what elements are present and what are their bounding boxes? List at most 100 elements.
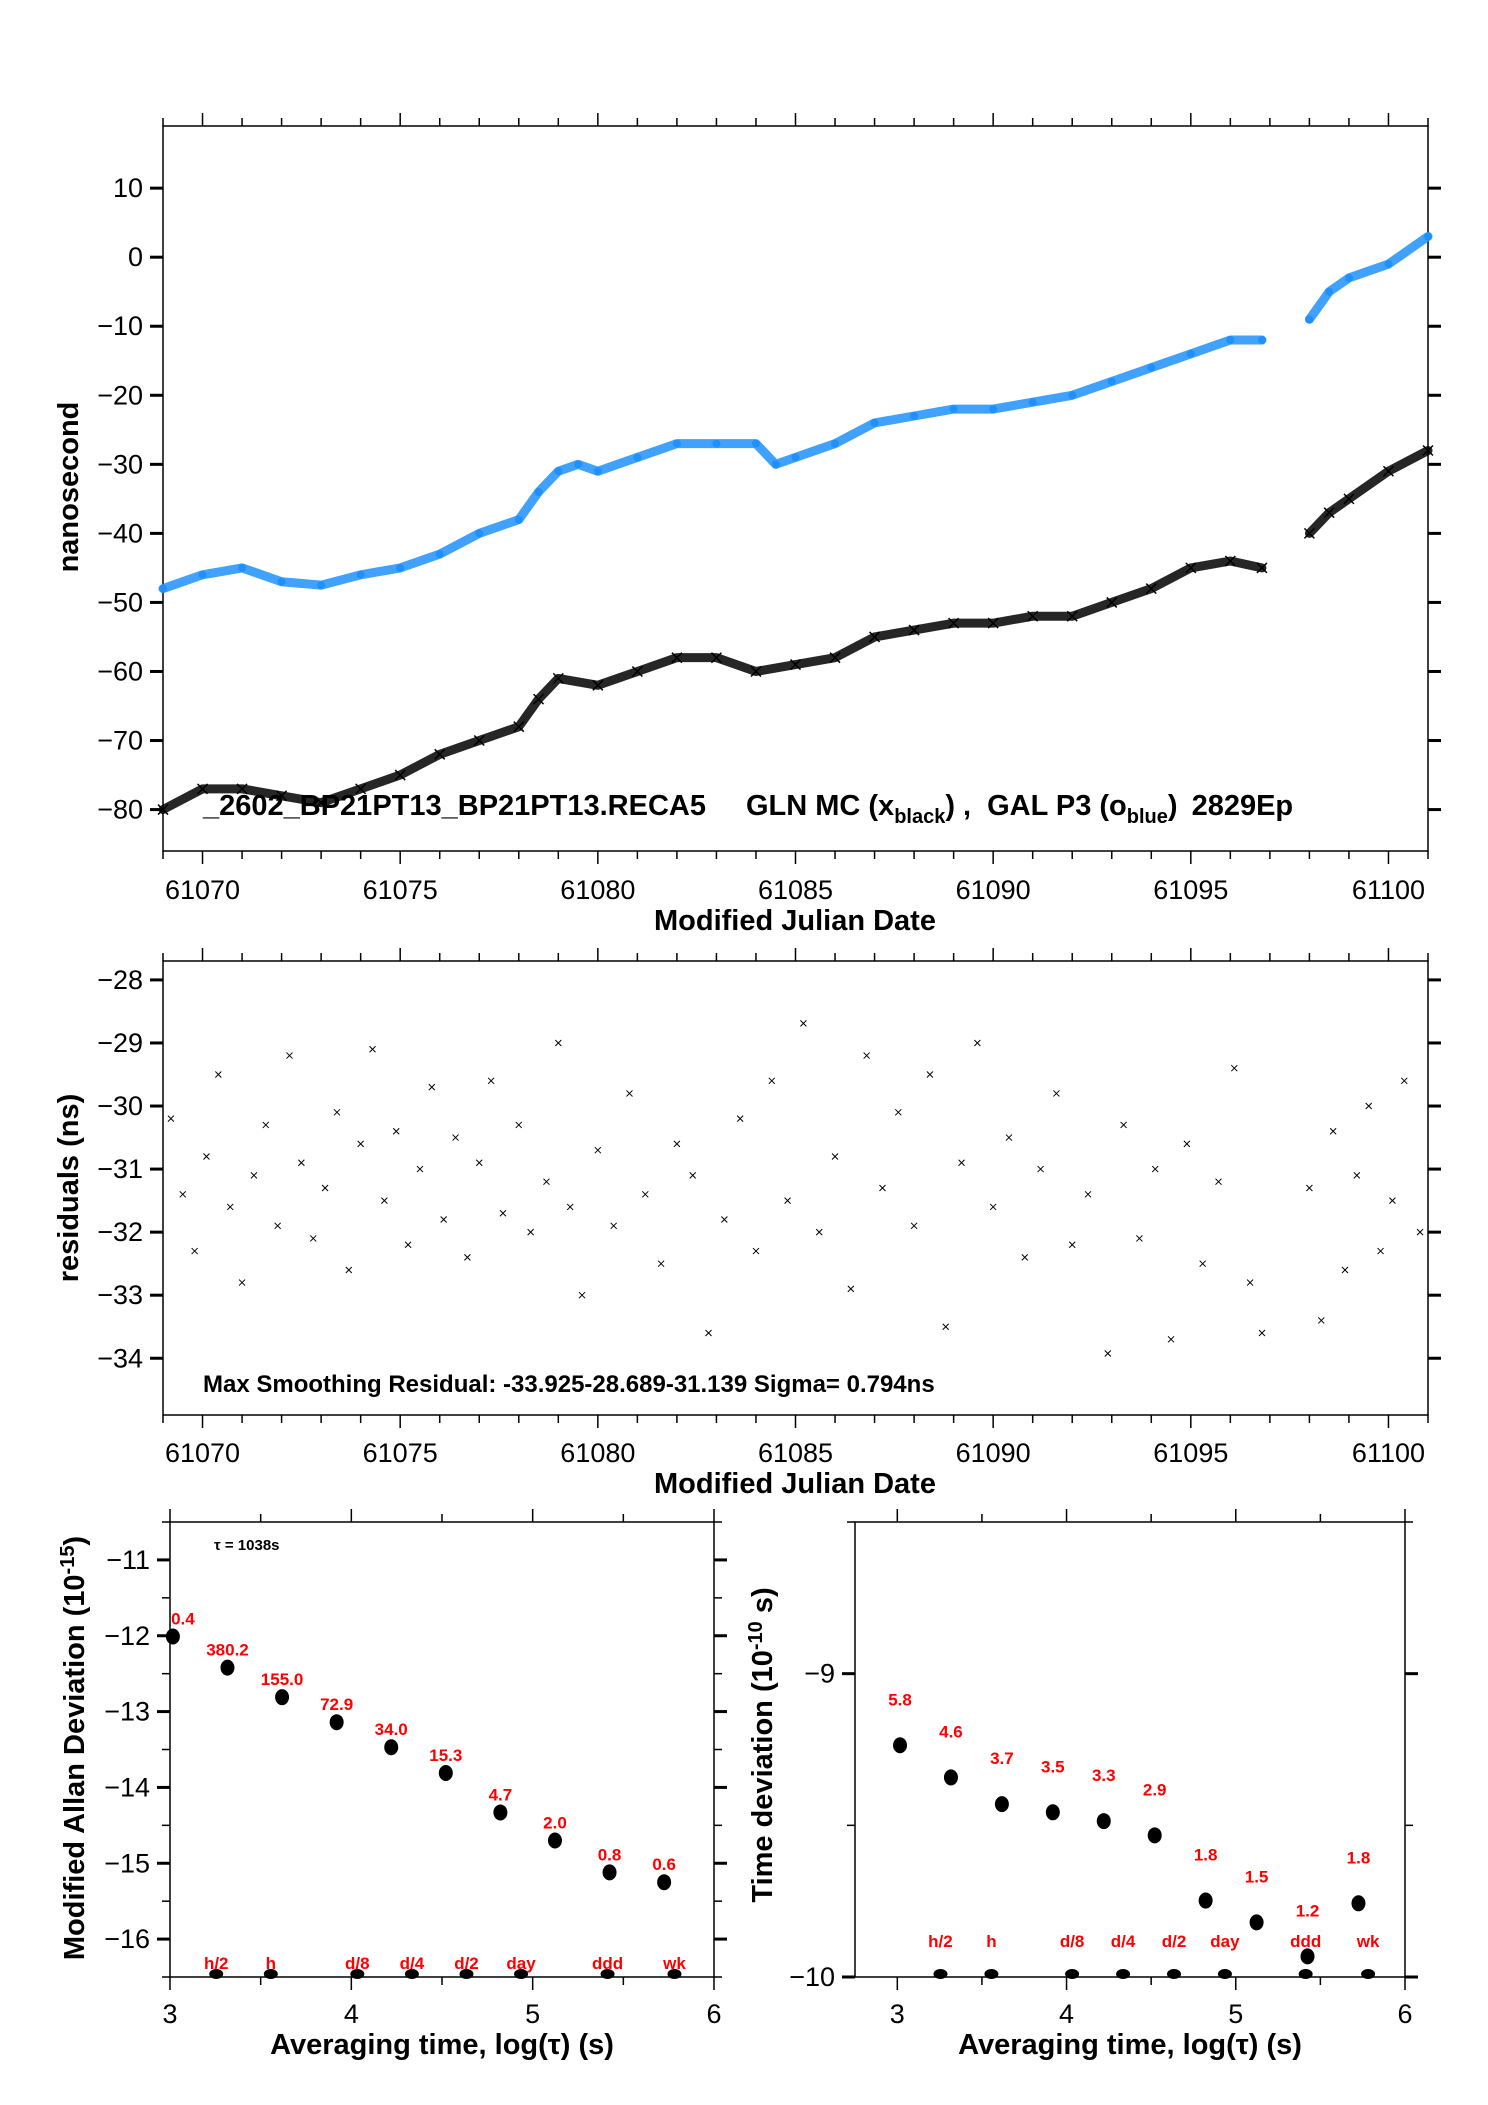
residual-point bbox=[1365, 1102, 1373, 1110]
time-marker-label: d/2 bbox=[454, 1954, 479, 1973]
y-tick-label: −30 bbox=[97, 449, 143, 479]
x-tick-label: 61090 bbox=[956, 1438, 1031, 1468]
residual-point bbox=[673, 1140, 681, 1148]
title-ep: 2829Ep bbox=[1192, 790, 1294, 822]
x-marker-stroke bbox=[1167, 1335, 1175, 1343]
black-series-line bbox=[1304, 446, 1433, 538]
residuals-panel: Modified Julian Date residuals (ns) Max … bbox=[53, 948, 1441, 1500]
time-marker-label: ddd bbox=[1290, 1932, 1321, 1951]
x-tick-label: 61095 bbox=[1153, 1438, 1228, 1468]
x-marker-stroke bbox=[179, 1190, 187, 1198]
residual-point bbox=[1246, 1279, 1254, 1286]
residual-point bbox=[203, 1153, 210, 1160]
point-label: 15.3 bbox=[429, 1746, 462, 1765]
x-marker-stroke bbox=[894, 1108, 902, 1116]
x-marker-stroke bbox=[673, 1140, 681, 1148]
residual-point bbox=[440, 1216, 448, 1223]
residual-point bbox=[784, 1197, 791, 1204]
y-tick-label: −33 bbox=[97, 1280, 143, 1310]
residual-point bbox=[610, 1222, 618, 1230]
y-tick-label: −14 bbox=[104, 1772, 150, 1802]
x-marker-stroke bbox=[543, 1178, 550, 1186]
point-label: 0.6 bbox=[652, 1855, 676, 1874]
residual-point bbox=[262, 1121, 270, 1129]
time-marker-point bbox=[459, 1969, 474, 1979]
residual-point bbox=[357, 1140, 365, 1148]
deviation-point bbox=[547, 1832, 562, 1849]
residual-point bbox=[894, 1108, 902, 1116]
deviation-point bbox=[1045, 1804, 1060, 1821]
residual-point bbox=[1400, 1077, 1408, 1085]
residual-point bbox=[286, 1052, 293, 1059]
time-marker-label: day bbox=[506, 1954, 536, 1973]
x-marker-stroke bbox=[214, 1071, 222, 1078]
residual-point bbox=[1389, 1197, 1396, 1204]
point-label: 3.5 bbox=[1041, 1757, 1065, 1776]
residual-point bbox=[1068, 1241, 1076, 1249]
residual-point bbox=[392, 1127, 400, 1135]
x-axis-label: Averaging time, log(τ) (s) bbox=[958, 2029, 1302, 2061]
black-series-line bbox=[158, 556, 1267, 815]
x-marker-stroke bbox=[1416, 1228, 1424, 1236]
x-tick-label: 61100 bbox=[1352, 875, 1425, 905]
x-marker-stroke bbox=[879, 1184, 886, 1192]
x-marker-stroke bbox=[1230, 1064, 1238, 1072]
residual-point bbox=[214, 1071, 222, 1078]
residual-point bbox=[910, 1222, 918, 1230]
residual-point bbox=[578, 1291, 586, 1299]
y-tick-label: −10 bbox=[789, 1962, 835, 1992]
x-marker-stroke bbox=[1021, 1254, 1029, 1261]
residual-point bbox=[1341, 1266, 1349, 1274]
residual-point bbox=[274, 1222, 281, 1230]
residual-point bbox=[1377, 1247, 1384, 1255]
x-marker-stroke bbox=[1341, 1266, 1349, 1274]
time-marker-point bbox=[263, 1969, 278, 1979]
x-marker-stroke bbox=[1120, 1121, 1127, 1129]
x-marker-stroke bbox=[475, 1159, 483, 1167]
time-series-panel: Modified Julian Date nanosecond _2602_BP… bbox=[53, 113, 1441, 937]
time-marker-point bbox=[1065, 1969, 1080, 1979]
time-marker-point bbox=[1361, 1969, 1376, 1979]
deviation-point bbox=[165, 1628, 180, 1645]
x-axis-label: Modified Julian Date bbox=[654, 905, 936, 937]
point-label: 72.9 bbox=[320, 1695, 353, 1714]
time-marker-label: h bbox=[986, 1932, 996, 1951]
deviation-point bbox=[1147, 1827, 1162, 1844]
x-tick-label: 61085 bbox=[758, 875, 833, 905]
x-marker-stroke bbox=[392, 1127, 400, 1135]
point-label: 3.3 bbox=[1092, 1766, 1116, 1785]
x-tick-label: 61075 bbox=[363, 875, 438, 905]
deviation-point bbox=[493, 1804, 508, 1821]
residual-point bbox=[1005, 1134, 1013, 1141]
point-label: 1.8 bbox=[1194, 1846, 1218, 1865]
deviation-point bbox=[1351, 1895, 1366, 1912]
time-marker-point bbox=[933, 1969, 948, 1979]
point-label: 380.2 bbox=[206, 1641, 249, 1660]
x-marker-stroke bbox=[720, 1216, 728, 1223]
residual-point bbox=[475, 1159, 483, 1167]
plot-frame bbox=[162, 125, 1429, 852]
residual-point bbox=[226, 1203, 234, 1211]
x-marker-stroke bbox=[1377, 1247, 1384, 1255]
residual-point bbox=[167, 1115, 175, 1122]
y-tick-label: −16 bbox=[104, 1924, 150, 1954]
x-marker-stroke bbox=[768, 1077, 776, 1085]
residual-point bbox=[381, 1197, 388, 1204]
x-marker-stroke bbox=[657, 1260, 665, 1268]
residual-point bbox=[499, 1209, 507, 1217]
residual-point bbox=[554, 1039, 562, 1047]
residual-point bbox=[800, 1020, 807, 1027]
residual-point bbox=[464, 1254, 471, 1261]
x-marker-stroke bbox=[250, 1172, 258, 1179]
plot-frame bbox=[854, 1521, 1406, 1978]
x-marker-stroke bbox=[416, 1165, 424, 1173]
y-tick-label: −11 bbox=[106, 1545, 150, 1575]
x-marker-stroke bbox=[973, 1039, 981, 1047]
x-marker-stroke bbox=[226, 1203, 234, 1211]
time-marker-label: wk bbox=[1356, 1932, 1380, 1951]
y-tick-label: −20 bbox=[97, 380, 143, 410]
point-label: 0.8 bbox=[598, 1845, 622, 1864]
residual-point bbox=[705, 1329, 712, 1337]
x-axis-label: Modified Julian Date bbox=[654, 1468, 936, 1500]
residual-point bbox=[250, 1172, 258, 1179]
